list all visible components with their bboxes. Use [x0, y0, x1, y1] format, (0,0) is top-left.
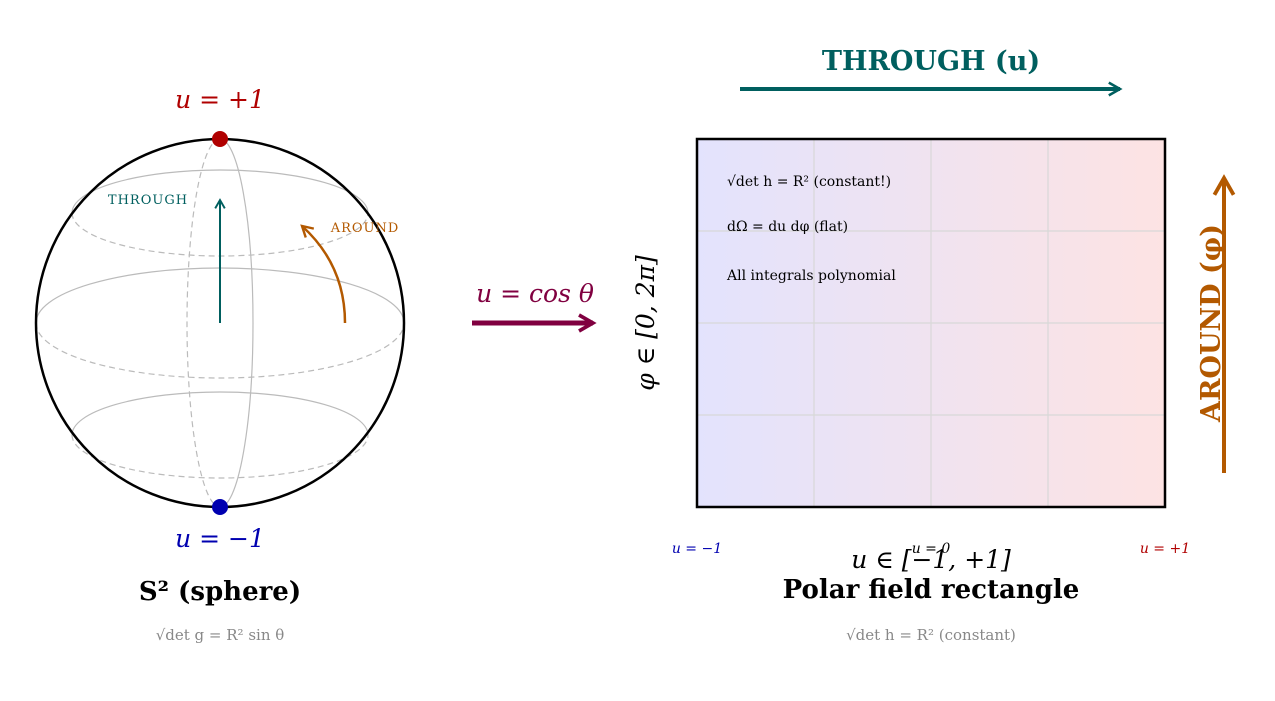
note: All integrals polynomial [726, 268, 896, 284]
phi-range: φ ∈ [0, 2π] [631, 255, 660, 391]
pole-label: u = −1 [175, 524, 265, 553]
map-label: u = cos θ [476, 279, 594, 308]
latitude [71, 434, 369, 479]
note: dΩ = du dφ (flat) [727, 219, 848, 235]
through-axis-label: THROUGH (u) [822, 46, 1040, 77]
around-arrow [300, 224, 347, 324]
metric: √det h = R² (constant) [846, 626, 1016, 644]
meridian [219, 138, 254, 508]
around-label: AROUND [330, 221, 400, 236]
u-tick: u = 0 [912, 541, 951, 557]
u-tick: u = +1 [1140, 541, 1190, 557]
south-pole [212, 499, 228, 515]
caption: S² (sphere) [139, 577, 301, 607]
around-axis-label: AROUND (φ) [1196, 224, 1227, 423]
north-pole [212, 131, 228, 147]
through-label: THROUGH [108, 193, 188, 208]
rectangle-outline [695, 137, 1167, 509]
note: √det h = R² (constant!) [727, 174, 891, 190]
meridian [186, 138, 221, 508]
equator-front [35, 322, 405, 379]
pole-label: u = +1 [175, 85, 265, 114]
caption: Polar field rectangle [783, 575, 1080, 605]
u-range: u ∈ [−1, +1] [851, 545, 1011, 574]
latitude [71, 391, 369, 436]
u-tick: u = −1 [672, 541, 722, 557]
grid [697, 139, 1165, 507]
metric: √det g = R² sin θ [156, 626, 285, 644]
